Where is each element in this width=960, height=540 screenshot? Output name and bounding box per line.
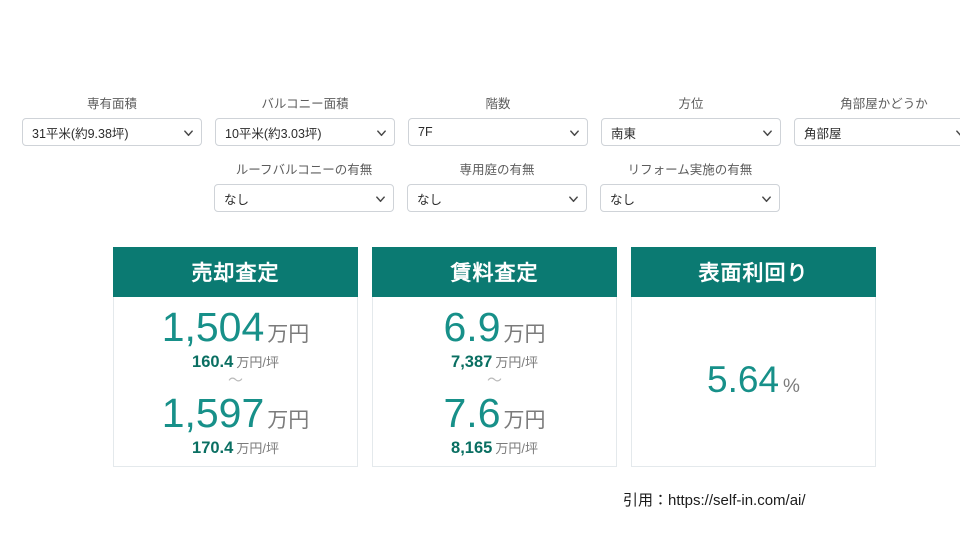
label-balcony-area: バルコニー面積 [261, 97, 349, 111]
sale-low-number: 1,504 [161, 304, 265, 350]
label-direction: 方位 [678, 97, 704, 111]
sale-low-per-tsubo: 160.4 万円/坪 [192, 354, 279, 371]
card-rent-appraisal: 賃料査定 6.9 万円 7,387 万円/坪 ～ 7.6 万円 8,165 万円… [372, 247, 617, 467]
sale-range-separator: ～ [227, 371, 243, 389]
sale-low-unit: 万円 [267, 323, 310, 346]
select-renovation[interactable]: なし [600, 184, 780, 212]
field-private-garden: 専用庭の有無 なし [407, 162, 587, 212]
rent-high-number: 7.6 [443, 389, 501, 436]
rent-high-per-tsubo-unit: 万円/坪 [495, 440, 538, 456]
select-exclusive-area[interactable]: 31平米(約9.38坪) [22, 118, 202, 146]
citation-source: 引用：https://self-in.com/ai/ [623, 492, 806, 509]
sale-high-number: 1,597 [161, 389, 265, 436]
chevron-down-icon [955, 128, 960, 137]
select-balcony-area-value: 10平米(約3.03坪) [225, 126, 322, 141]
rent-range-separator: ～ [486, 371, 502, 389]
card-gross-yield-title: 表面利回り [631, 247, 876, 297]
rent-high-value: 7.6 万円 [443, 389, 546, 436]
sale-high-per-tsubo-unit: 万円/坪 [236, 440, 279, 456]
label-floor: 階数 [485, 97, 511, 111]
field-exclusive-area: 専有面積 31平米(約9.38坪) [22, 96, 202, 146]
select-private-garden-value: なし [417, 192, 443, 207]
sale-high-per-tsubo: 170.4 万円/坪 [192, 438, 279, 457]
sale-low-value: 1,504 万円 [162, 307, 310, 348]
gross-yield-number: 5.64 [707, 359, 780, 400]
select-private-garden[interactable]: なし [407, 184, 587, 212]
field-corner-room: 角部屋かどうか 角部屋 [794, 96, 960, 146]
sale-high-per-tsubo-number: 170.4 [192, 438, 234, 457]
rent-low-per-tsubo-unit: 万円/坪 [495, 355, 538, 370]
rent-low-per-tsubo-number: 7,387 [451, 353, 493, 371]
select-exclusive-area-value: 31平米(約9.38坪) [32, 126, 129, 141]
gross-yield-unit: % [783, 376, 800, 397]
chevron-down-icon [761, 194, 771, 203]
appraisal-results: 売却査定 1,504 万円 160.4 万円/坪 ～ 1,597 万円 170.… [113, 247, 876, 467]
card-rent-appraisal-title: 賃料査定 [372, 247, 617, 297]
rent-low-number: 6.9 [443, 304, 501, 350]
select-direction-value: 南東 [611, 126, 637, 141]
gross-yield-value: 5.64 % [707, 361, 800, 398]
select-direction[interactable]: 南東 [601, 118, 781, 146]
chevron-down-icon [762, 128, 772, 137]
sale-low-per-tsubo-number: 160.4 [192, 353, 234, 371]
sale-high-value: 1,597 万円 [161, 389, 310, 436]
rent-low-per-tsubo: 7,387 万円/坪 [451, 354, 538, 371]
field-renovation: リフォーム実施の有無 なし [600, 162, 780, 212]
chevron-down-icon [568, 194, 578, 203]
label-private-garden: 専用庭の有無 [459, 163, 535, 177]
card-sale-appraisal-body: 1,504 万円 160.4 万円/坪 ～ 1,597 万円 170.4 万円/… [114, 297, 357, 466]
label-exclusive-area: 専有面積 [86, 97, 137, 111]
select-corner-room[interactable]: 角部屋 [794, 118, 960, 146]
chevron-down-icon [375, 194, 385, 203]
form-row-primary: 専有面積 31平米(約9.38坪) バルコニー面積 10平米(約3.03坪) [0, 96, 960, 146]
rent-high-per-tsubo: 8,165 万円/坪 [451, 438, 538, 457]
card-gross-yield-body: 5.64 % [632, 297, 875, 466]
rent-high-per-tsubo-number: 8,165 [451, 438, 493, 457]
card-sale-appraisal-title: 売却査定 [113, 247, 358, 297]
sale-high-unit: 万円 [267, 408, 310, 432]
label-corner-room: 角部屋かどうか [840, 97, 928, 111]
field-roof-balcony: ルーフバルコニーの有無 なし [214, 162, 394, 212]
form-row-secondary: ルーフバルコニーの有無 なし 専用庭の有無 なし リフォ [0, 162, 960, 212]
rent-high-unit: 万円 [503, 408, 546, 432]
select-floor[interactable]: 7F [408, 118, 588, 146]
rent-low-unit: 万円 [503, 323, 546, 346]
label-roof-balcony: ルーフバルコニーの有無 [235, 163, 373, 177]
field-floor: 階数 7F [408, 96, 588, 146]
select-roof-balcony-value: なし [224, 192, 250, 207]
select-renovation-value: なし [610, 192, 636, 207]
label-renovation: リフォーム実施の有無 [627, 163, 753, 177]
select-roof-balcony[interactable]: なし [214, 184, 394, 212]
field-direction: 方位 南東 [601, 96, 781, 146]
card-sale-appraisal: 売却査定 1,504 万円 160.4 万円/坪 ～ 1,597 万円 170.… [113, 247, 358, 467]
field-balcony-area: バルコニー面積 10平米(約3.03坪) [215, 96, 395, 146]
chevron-down-icon [376, 128, 386, 137]
sale-low-per-tsubo-unit: 万円/坪 [236, 355, 279, 370]
select-floor-value: 7F [418, 125, 433, 139]
chevron-down-icon [569, 128, 579, 137]
rent-low-value: 6.9 万円 [444, 307, 546, 348]
chevron-down-icon [183, 128, 193, 137]
select-balcony-area[interactable]: 10平米(約3.03坪) [215, 118, 395, 146]
card-gross-yield: 表面利回り 5.64 % [631, 247, 876, 467]
card-rent-appraisal-body: 6.9 万円 7,387 万円/坪 ～ 7.6 万円 8,165 万円/坪 [373, 297, 616, 466]
select-corner-room-value: 角部屋 [804, 126, 842, 141]
property-conditions-form: 専有面積 31平米(約9.38坪) バルコニー面積 10平米(約3.03坪) [0, 96, 960, 212]
